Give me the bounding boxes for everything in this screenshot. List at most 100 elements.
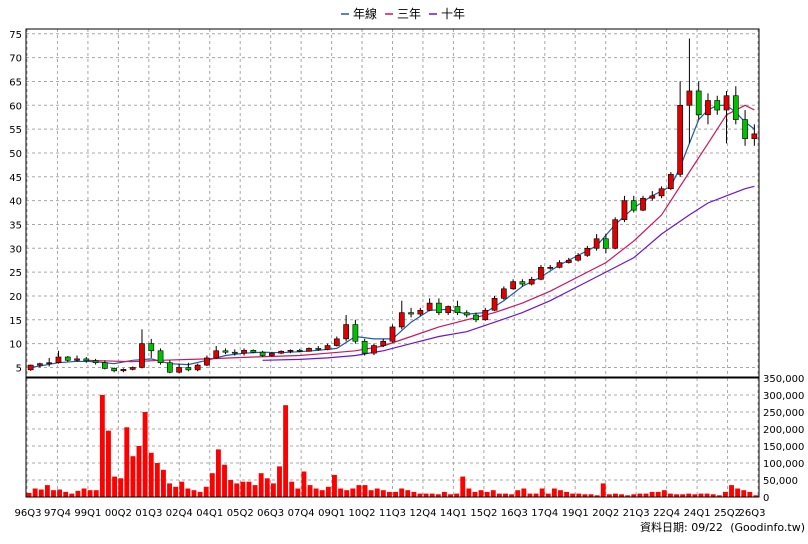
candle-body — [705, 100, 711, 116]
volume-bar — [319, 490, 325, 497]
volume-bar — [710, 494, 716, 497]
volume-bar — [234, 483, 240, 497]
volume-bar — [716, 495, 722, 497]
volume-y-tick-label: 250,000 — [763, 408, 804, 419]
candle-body — [74, 358, 80, 361]
x-tick-label: 07Q4 — [288, 508, 315, 519]
x-tick-label: 22Q4 — [653, 508, 680, 519]
volume-bar — [411, 491, 417, 497]
x-tick-label: 19Q1 — [562, 508, 589, 519]
candle-body — [315, 348, 322, 350]
volume-bar — [191, 490, 197, 497]
volume-bar — [368, 490, 374, 497]
price-y-tick-label: 20 — [9, 292, 22, 303]
volume-bar — [185, 488, 191, 497]
x-tick-label: 17Q4 — [531, 508, 558, 519]
x-tick-label: 12Q4 — [409, 508, 436, 519]
candle-body — [204, 357, 210, 366]
price-y-tick-label: 15 — [9, 316, 22, 327]
volume-bar — [582, 494, 588, 497]
volume-bar — [576, 493, 582, 497]
volume-bar — [667, 493, 673, 497]
volume-bar — [75, 490, 81, 497]
volume-bar — [692, 494, 698, 497]
volume-bar — [472, 491, 478, 497]
volume-bar — [63, 491, 69, 497]
candle-body — [166, 362, 173, 373]
legend-label-1: 三年 — [397, 7, 421, 21]
price-y-tick-label: 35 — [9, 220, 22, 231]
volume-bar — [674, 494, 679, 497]
volume-bar — [295, 488, 301, 497]
volume-bar — [460, 476, 466, 497]
volume-bar — [356, 485, 362, 497]
candle-body — [436, 302, 442, 313]
volume-bar — [215, 449, 221, 497]
price-y-tick-label: 55 — [9, 125, 22, 136]
x-tick-label: 05Q2 — [227, 508, 254, 519]
volume-bar — [142, 412, 148, 497]
candle-body — [500, 288, 507, 299]
x-tick-label: 20Q2 — [592, 508, 619, 519]
candle-body — [37, 363, 43, 366]
volume-y-tick-label: 200,000 — [763, 425, 804, 436]
volume-bar — [93, 490, 99, 497]
price-y-tick-label: 50 — [9, 149, 22, 160]
price-grid — [26, 29, 759, 377]
volume-bar — [698, 493, 704, 497]
x-tick-label: 21Q3 — [623, 508, 650, 519]
x-tick-label: 09Q1 — [318, 508, 345, 519]
volume-panel: 0 50,000 100,000 150,000 200,000 250,000 300,0… — [25, 374, 804, 504]
candle-body — [398, 312, 405, 328]
candle-body — [324, 345, 331, 350]
x-tick-label: 04Q1 — [196, 508, 223, 519]
data-date-label: 資料日期: 09/22 — [640, 520, 723, 534]
volume-bars — [26, 395, 759, 497]
candle-body — [92, 360, 99, 363]
volume-bar — [362, 485, 368, 497]
series-line-2 — [262, 185, 755, 361]
candle-body — [64, 356, 71, 361]
price-panel-frame — [25, 28, 760, 378]
volume-bar — [124, 427, 130, 497]
volume-bar — [661, 490, 667, 497]
candle-body — [417, 309, 424, 315]
volume-bar — [729, 485, 734, 497]
volume-bar — [570, 493, 576, 497]
volume-bar — [38, 489, 44, 497]
price-y-tick-label: 70 — [9, 54, 22, 65]
volume-bar — [515, 490, 521, 497]
volume-bar — [51, 490, 56, 497]
volume-bar — [344, 490, 350, 497]
candle-body — [352, 324, 359, 342]
candle-body — [380, 340, 387, 346]
volume-bar — [313, 488, 319, 497]
source-label: (Goodinfo.tw) — [730, 521, 805, 534]
volume-bar — [753, 495, 759, 497]
volume-bar — [539, 488, 545, 497]
volume-y-tick-label: 150,000 — [763, 442, 804, 453]
candle-body — [55, 356, 62, 363]
candle-body — [176, 367, 182, 373]
legend: 年線 三年 十年 — [341, 6, 465, 21]
volume-bar — [747, 491, 753, 497]
price-y-tick-label: 75 — [9, 30, 22, 41]
volume-bar — [222, 464, 227, 497]
candle-body — [668, 174, 674, 189]
volume-bar — [246, 481, 252, 497]
candle-body — [157, 350, 164, 363]
candle-body — [463, 312, 470, 316]
volume-y-tick-label: 50,000 — [763, 476, 798, 487]
price-y-tick-label: 60 — [9, 101, 22, 112]
volume-bar — [600, 483, 606, 497]
candle-body — [222, 350, 229, 353]
volume-bar — [551, 488, 557, 497]
volume-bar — [503, 493, 508, 497]
volume-bar — [521, 488, 527, 497]
price-y-tick-labels: 5 10 15 20 25 30 35 40 45 50 55 60 65 70 75 — [9, 30, 22, 375]
price-y-tick-label: 40 — [9, 197, 22, 208]
candle-body — [473, 314, 479, 321]
volume-grid — [26, 377, 759, 498]
volume-bar — [527, 493, 533, 497]
candle-body — [389, 326, 396, 342]
